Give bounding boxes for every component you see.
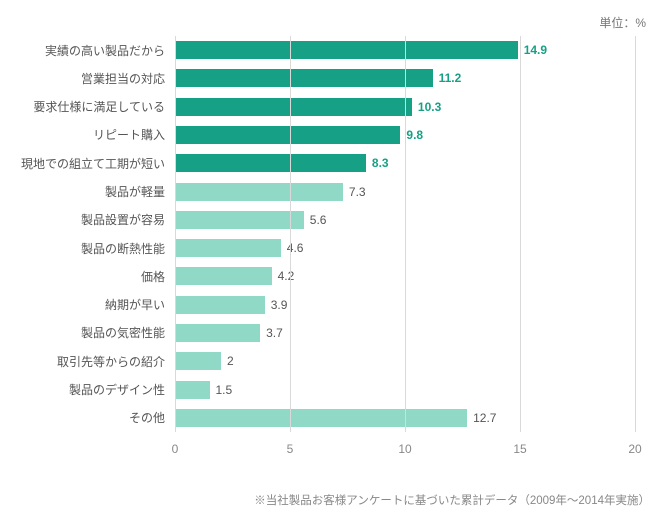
category-label: 要求仕様に満足している xyxy=(33,98,165,115)
value-label: 4.2 xyxy=(278,269,295,283)
bar xyxy=(175,352,221,370)
bar xyxy=(175,154,366,172)
category-label: 営業担当の対応 xyxy=(81,70,165,87)
x-tick-label: 15 xyxy=(513,442,526,456)
grid-line xyxy=(405,36,406,432)
category-label: 価格 xyxy=(141,268,165,285)
category-label: 取引先等からの紹介 xyxy=(57,353,165,370)
value-label: 10.3 xyxy=(418,100,441,114)
category-label: 製品の気密性能 xyxy=(81,324,165,341)
bar xyxy=(175,324,260,342)
bar xyxy=(175,183,343,201)
bar xyxy=(175,296,265,314)
category-label: 製品のデザイン性 xyxy=(69,381,165,398)
value-label: 8.3 xyxy=(372,156,389,170)
x-tick-label: 20 xyxy=(628,442,641,456)
value-label: 14.9 xyxy=(524,43,547,57)
x-tick-label: 0 xyxy=(172,442,179,456)
grid-line xyxy=(175,36,176,432)
x-tick-label: 5 xyxy=(287,442,294,456)
unit-label: 単位：% xyxy=(599,14,646,31)
category-label: 製品の断熱性能 xyxy=(81,240,165,257)
value-label: 5.6 xyxy=(310,213,327,227)
bar xyxy=(175,69,433,87)
category-label: 製品設置が容易 xyxy=(81,211,165,228)
category-label: 納期が早い xyxy=(105,296,165,313)
value-label: 12.7 xyxy=(473,411,496,425)
category-label: 現地での組立て工期が短い xyxy=(21,155,165,172)
value-label: 7.3 xyxy=(349,185,366,199)
bar xyxy=(175,126,400,144)
footnote: ※当社製品お客様アンケートに基づいた累計データ（2009年～2014年実施） xyxy=(254,492,650,508)
value-label: 9.8 xyxy=(406,128,423,142)
bar xyxy=(175,267,272,285)
bar xyxy=(175,381,210,399)
value-label: 2 xyxy=(227,354,234,368)
bar xyxy=(175,98,412,116)
category-label: その他 xyxy=(129,409,165,426)
plot-area: 実績の高い製品だから14.9営業担当の対応11.2要求仕様に満足している10.3… xyxy=(175,36,635,456)
value-label: 3.9 xyxy=(271,298,288,312)
grid-line xyxy=(635,36,636,432)
value-label: 1.5 xyxy=(216,383,233,397)
value-label: 11.2 xyxy=(439,71,462,85)
bar xyxy=(175,211,304,229)
grid-line xyxy=(520,36,521,432)
category-label: 製品が軽量 xyxy=(105,183,165,200)
grid-line xyxy=(290,36,291,432)
category-label: 実績の高い製品だから xyxy=(45,42,165,59)
bar xyxy=(175,239,281,257)
chart-container: 単位：% 実績の高い製品だから14.9営業担当の対応11.2要求仕様に満足してい… xyxy=(0,0,670,520)
x-tick-label: 10 xyxy=(398,442,411,456)
bar xyxy=(175,41,518,59)
bar xyxy=(175,409,467,427)
value-label: 3.7 xyxy=(266,326,283,340)
category-label: リピート購入 xyxy=(93,126,165,143)
